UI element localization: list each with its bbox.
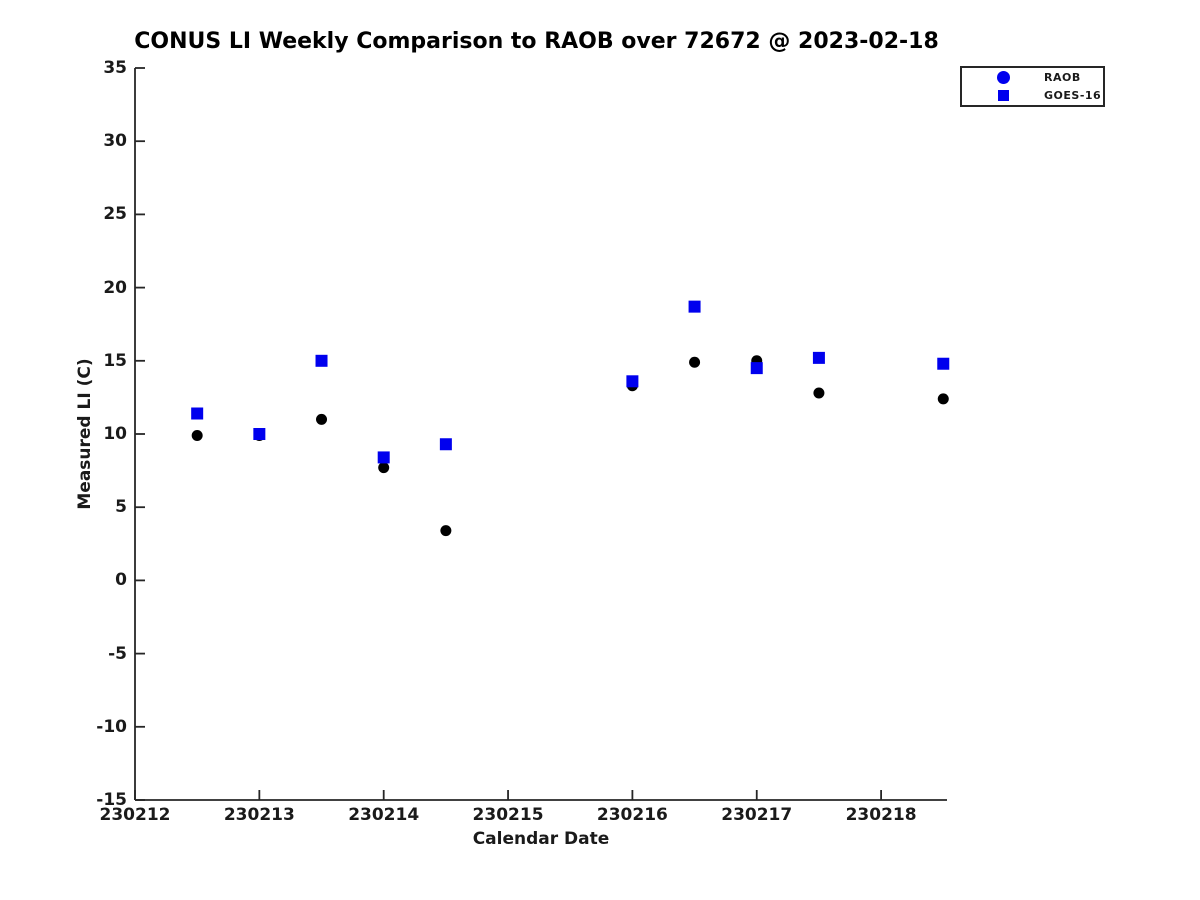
raob-circle-icon — [996, 71, 1010, 84]
data-point-raob — [937, 393, 949, 405]
x-tick-label: 230215 — [472, 805, 544, 825]
data-point-goes-16 — [253, 428, 266, 440]
data-point-goes-16 — [812, 351, 825, 364]
y-tick-label: 10 — [103, 424, 127, 444]
legend: RAOB GOES-16 — [960, 66, 1105, 107]
legend-label-raob: RAOB — [1044, 71, 1081, 84]
legend-entry-goes16: GOES-16 — [962, 87, 1103, 105]
legend-label-goes16: GOES-16 — [1044, 89, 1102, 102]
data-point-raob — [813, 387, 825, 399]
y-tick-label: -15 — [96, 790, 127, 810]
data-point-raob — [378, 462, 390, 474]
data-point-goes-16 — [439, 438, 452, 451]
legend-entry-raob: RAOB — [962, 69, 1103, 87]
data-point-raob — [191, 429, 203, 441]
y-tick-label: 35 — [103, 58, 127, 78]
chart-title: CONUS LI Weekly Comparison to RAOB over … — [134, 29, 939, 54]
data-point-goes-16 — [626, 375, 639, 388]
goes16-square-icon — [997, 90, 1009, 101]
y-tick-label: 25 — [103, 204, 127, 225]
data-point-goes-16 — [315, 354, 328, 367]
data-point-raob — [689, 356, 701, 368]
y-tick-label: -5 — [108, 643, 127, 664]
data-point-raob — [440, 525, 452, 537]
legend-marker-cell — [962, 90, 1044, 101]
x-tick-label: 230213 — [223, 805, 295, 825]
x-tick-label: 230212 — [99, 805, 171, 825]
y-tick-label: 15 — [103, 350, 127, 371]
data-point-raob — [316, 413, 328, 425]
data-point-goes-16 — [688, 300, 701, 313]
y-tick-label: -10 — [96, 716, 127, 737]
x-tick-label: 230218 — [845, 805, 917, 825]
x-tick-label: 230217 — [721, 805, 793, 825]
y-tick-label: 0 — [115, 570, 127, 591]
x-axis-label: Calendar Date — [472, 829, 610, 849]
y-tick-label: 20 — [103, 277, 127, 298]
data-point-goes-16 — [750, 362, 763, 375]
x-tick-label: 230214 — [348, 805, 420, 825]
data-point-goes-16 — [377, 451, 390, 464]
x-tick-label: 230216 — [596, 805, 668, 825]
data-point-goes-16 — [937, 357, 950, 370]
data-point-goes-16 — [191, 407, 204, 420]
legend-marker-cell — [962, 71, 1044, 84]
y-tick-label: 5 — [115, 497, 127, 518]
y-tick-label: 30 — [103, 131, 127, 152]
